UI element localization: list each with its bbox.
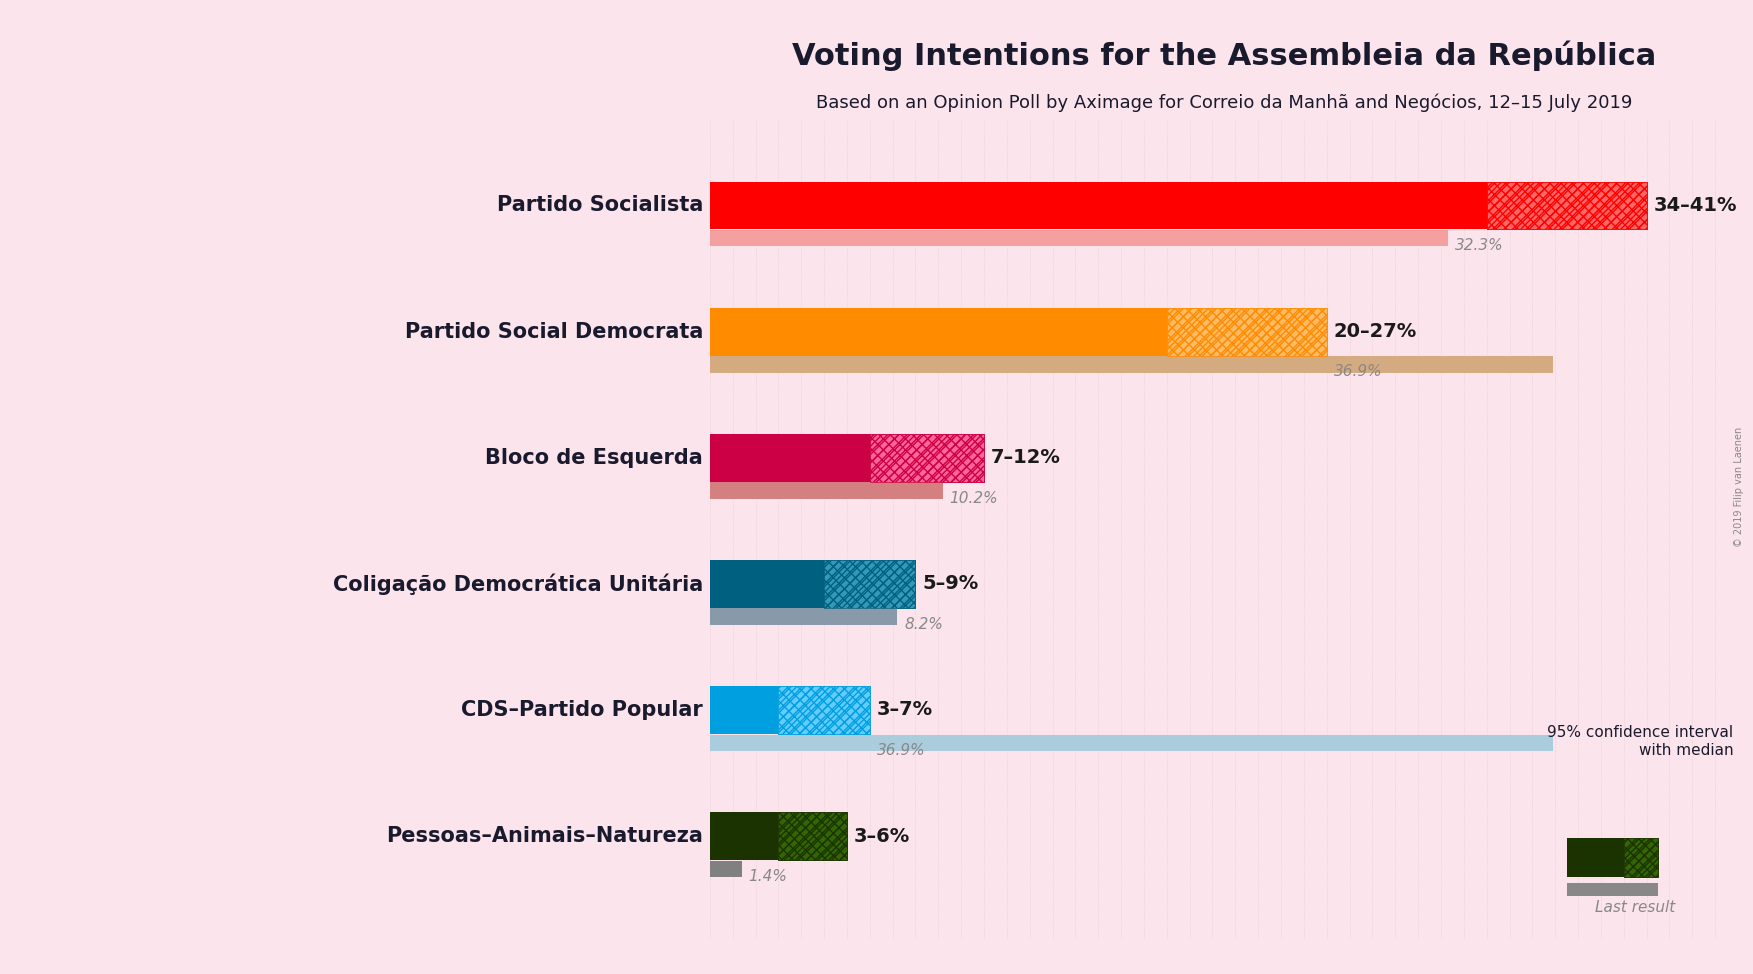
Bar [824, 560, 915, 608]
Bar [1487, 181, 1646, 230]
Bar [1567, 839, 1623, 877]
Bar [710, 356, 1553, 373]
Text: Coligação Democrática Unitária: Coligação Democrática Unitária [333, 573, 703, 594]
Bar [710, 433, 869, 482]
Text: Voting Intentions for the Assembleia da República: Voting Intentions for the Assembleia da … [792, 40, 1657, 70]
Bar [869, 433, 983, 482]
Bar [778, 686, 869, 734]
Text: 7–12%: 7–12% [990, 448, 1061, 468]
Text: Partido Social Democrata: Partido Social Democrata [405, 321, 703, 342]
Text: Based on an Opinion Poll by Aximage for Correio da Manhã and Negócios, 12–15 Jul: Based on an Opinion Poll by Aximage for … [815, 94, 1632, 111]
Bar [710, 308, 1167, 356]
Bar [710, 812, 778, 860]
Bar [710, 560, 824, 608]
Text: 36.9%: 36.9% [876, 743, 926, 758]
Text: 5–9%: 5–9% [922, 575, 978, 593]
Bar [710, 686, 778, 734]
Text: Pessoas–Animais–Natureza: Pessoas–Animais–Natureza [386, 826, 703, 846]
Text: 1.4%: 1.4% [749, 869, 787, 884]
Bar [710, 734, 1553, 751]
Bar [710, 861, 742, 878]
Text: 3–6%: 3–6% [854, 827, 910, 845]
Text: Last result: Last result [1595, 901, 1676, 916]
Bar [1487, 181, 1646, 230]
Bar [710, 181, 1487, 230]
Text: 10.2%: 10.2% [950, 491, 999, 506]
Bar [1623, 839, 1658, 877]
Text: 3–7%: 3–7% [876, 700, 933, 720]
Text: 36.9%: 36.9% [1334, 364, 1381, 380]
Text: 34–41%: 34–41% [1653, 196, 1737, 215]
Bar [869, 433, 983, 482]
Text: CDS–Partido Popular: CDS–Partido Popular [461, 700, 703, 720]
Text: Partido Socialista: Partido Socialista [496, 196, 703, 215]
Bar [1567, 882, 1658, 896]
Bar [1167, 308, 1327, 356]
Text: © 2019 Filip van Laenen: © 2019 Filip van Laenen [1734, 427, 1744, 547]
Bar [778, 812, 847, 860]
Bar [1623, 839, 1658, 877]
Bar [778, 812, 847, 860]
Bar [778, 686, 869, 734]
Text: 20–27%: 20–27% [1334, 322, 1416, 341]
Bar [824, 560, 915, 608]
Text: 95% confidence interval
with median: 95% confidence interval with median [1548, 726, 1734, 758]
Text: Bloco de Esquerda: Bloco de Esquerda [486, 448, 703, 468]
Text: 8.2%: 8.2% [905, 617, 943, 632]
Bar [710, 482, 943, 499]
Text: 32.3%: 32.3% [1455, 239, 1504, 253]
Bar [1167, 308, 1327, 356]
Bar [710, 230, 1448, 246]
Bar [710, 609, 898, 625]
